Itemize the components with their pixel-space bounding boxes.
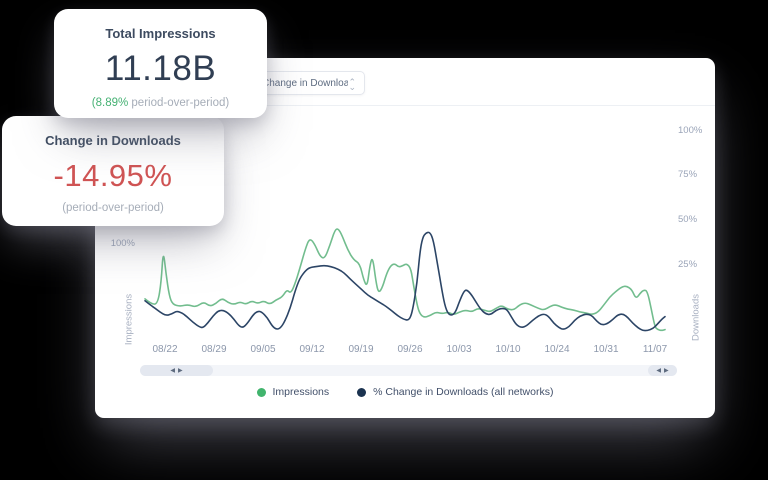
scrollbar-right-handle[interactable]: ◀▶ (648, 365, 677, 376)
card-title: Total Impressions (105, 26, 216, 41)
x-axis-tick-label: 08/29 (201, 344, 227, 355)
delta-value: (8.89% (91, 97, 129, 109)
right-axis-tick-label: 100% (678, 125, 703, 136)
right-axis-title: Downloads (690, 294, 702, 341)
left-axis-title: Impressions (123, 293, 135, 346)
left-axis-tick-label: 100% (110, 238, 135, 249)
legend-item-downloads[interactable]: % Change in Downloads (all networks) (357, 386, 553, 398)
delta-caption: period-over-period) (128, 97, 230, 109)
right-axis-tick-label: 75% (678, 169, 698, 180)
x-axis-tick-label: 09/19 (348, 344, 374, 355)
impressions-line (144, 228, 666, 332)
card-value: 11.18B (104, 49, 217, 88)
dropdown-caret-icon: ⌃ ⌄ (348, 77, 356, 92)
x-axis-tick-label: 09/26 (397, 344, 423, 355)
downloads-line (144, 231, 666, 332)
impressions-legend-dot-icon (256, 387, 266, 397)
chart-plot[interactable] (144, 225, 666, 338)
x-axis-tick-label: 09/12 (299, 344, 325, 355)
x-axis-tick-label: 10/31 (593, 344, 619, 355)
legend-item-impressions[interactable]: Impressions (256, 386, 330, 398)
right-axis-tick-label: 25% (678, 259, 698, 270)
x-axis-tick-label: 09/05 (250, 344, 276, 355)
downloads-legend-dot-icon (357, 387, 367, 397)
right-axis-tick-label: 50% (678, 214, 698, 225)
card-value: -14.95% (53, 158, 173, 193)
metric-dropdown-value: Change in Downloads (262, 77, 349, 89)
scrollbar-track[interactable]: ◀▶ ◀▶ (140, 365, 677, 376)
x-axis-tick-label: 10/03 (446, 344, 472, 355)
card-subtitle: (period-over-period) (62, 202, 164, 214)
card-subtitle: (8.89% period-over-period) (54, 97, 267, 109)
change-in-downloads-card: Change in Downloads -14.95% (period-over… (2, 116, 224, 226)
x-axis-tick-label: 10/10 (495, 344, 521, 355)
scroll-left-right-arrows-icon: ◀▶ (170, 367, 186, 374)
x-axis-tick-label: 10/24 (544, 344, 570, 355)
header-divider (95, 105, 715, 106)
scroll-left-right-arrows-icon: ◀▶ (656, 367, 672, 374)
x-axis-tick-label: 11/07 (642, 344, 668, 355)
chart-legend: Impressions % Change in Downloads (all n… (95, 386, 715, 398)
total-impressions-card: Total Impressions 11.18B (8.89% period-o… (54, 9, 267, 118)
card-title: Change in Downloads (45, 133, 181, 148)
x-axis: 08/22 08/29 09/05 09/12 09/19 09/26 10/03 10/10… (145, 344, 667, 358)
legend-label: Impressions (272, 386, 330, 398)
x-axis-tick-label: 08/22 (152, 344, 178, 355)
legend-label: % Change in Downloads (all networks) (373, 386, 554, 398)
scrollbar-left-handle[interactable]: ◀▶ (140, 365, 213, 376)
metric-dropdown[interactable]: Change in Downloads ⌃⌄ (250, 71, 365, 95)
